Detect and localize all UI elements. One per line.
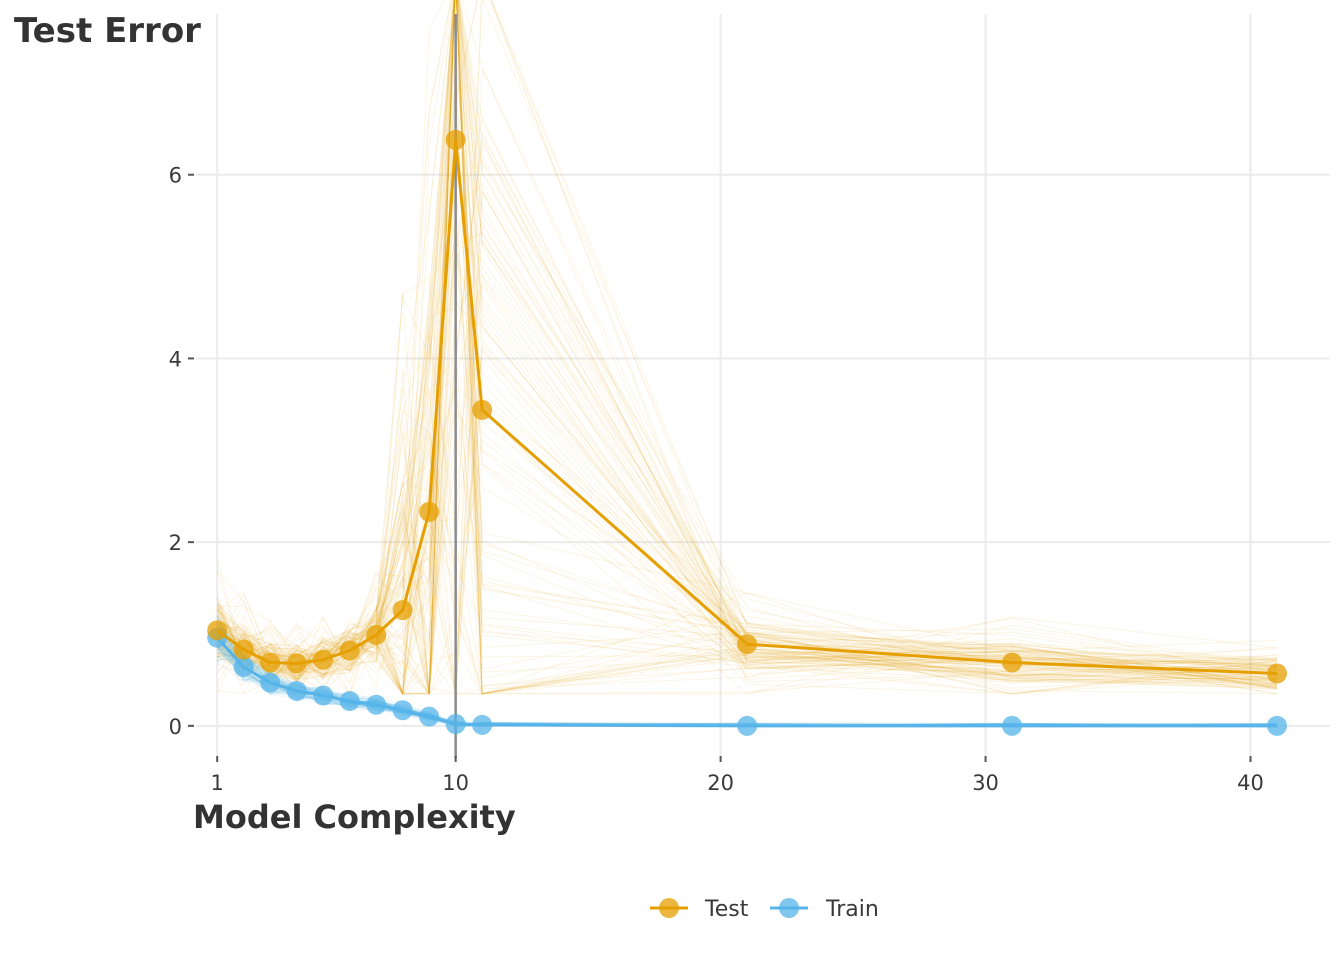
y-tick-label: 2 <box>169 531 182 555</box>
y-tick-label: 4 <box>169 347 182 371</box>
y-tick-label: 6 <box>169 164 182 188</box>
test-simulation-line <box>216 0 1278 683</box>
test-simulation-line <box>216 0 1278 679</box>
test-point <box>392 600 413 621</box>
test-simulation-line <box>217 190 1278 694</box>
x-tick-label: 40 <box>1237 771 1264 795</box>
x-tick-label: 1 <box>211 771 224 795</box>
train-point <box>445 714 466 735</box>
test-simulation-line <box>216 0 1278 695</box>
legend-test-marker <box>659 898 679 918</box>
train-point <box>419 706 440 727</box>
test-point <box>339 640 360 661</box>
test-simulation-line <box>216 137 1278 679</box>
train-point <box>286 680 307 701</box>
x-tick-label: 30 <box>972 771 999 795</box>
test-simulation-line <box>216 0 1278 686</box>
test-simulation-line <box>216 230 1278 677</box>
test-point <box>286 653 307 674</box>
test-simulation-line <box>216 233 1278 696</box>
test-point <box>445 129 466 150</box>
train-point <box>1267 715 1288 736</box>
y-axis-label: Test Error <box>14 11 201 51</box>
train-point <box>339 691 360 712</box>
test-simulation-line <box>216 68 1278 695</box>
test-point <box>1267 663 1288 684</box>
test-simulation-line <box>216 303 1278 695</box>
test-simulation-line <box>217 335 1278 679</box>
test-simulation-line <box>217 68 1278 696</box>
train-point <box>1002 715 1023 736</box>
test-simulation-line <box>216 0 1278 678</box>
test-simulation-line <box>216 0 1278 687</box>
train-point <box>366 694 387 715</box>
test-point <box>366 624 387 645</box>
test-point <box>419 501 440 522</box>
x-tick-label: 20 <box>707 771 734 795</box>
test-point <box>1002 652 1023 673</box>
test-simulation-line <box>216 0 1278 668</box>
test-simulation-line <box>216 283 1278 680</box>
test-simulation-line <box>216 0 1278 690</box>
test-simulation-line <box>216 0 1278 677</box>
train-point <box>737 715 758 736</box>
test-simulation-line <box>216 0 1278 680</box>
series-group <box>207 129 1288 736</box>
test-simulation-line <box>216 60 1278 695</box>
train-point <box>313 685 334 706</box>
test-simulation-line <box>217 266 1278 694</box>
test-point <box>472 399 493 420</box>
test-point <box>260 652 281 673</box>
test-simulation-line <box>216 352 1278 688</box>
test-simulation-line <box>216 132 1278 681</box>
test-simulation-line <box>216 54 1278 695</box>
x-tick-label: 10 <box>442 771 469 795</box>
test-simulation-line <box>216 0 1278 696</box>
test-point <box>207 620 228 641</box>
test-simulation-line <box>216 0 1278 695</box>
test-simulation-line <box>216 400 1278 695</box>
train-point <box>233 657 254 678</box>
legend-test-label: Test <box>704 897 749 922</box>
test-point <box>737 634 758 655</box>
test-simulation-line <box>217 0 1278 672</box>
legend-train-label: Train <box>825 897 879 922</box>
test-simulation-line <box>216 107 1278 679</box>
test-simulation-line <box>216 0 1278 682</box>
test-simulation-line <box>217 384 1278 696</box>
x-axis-label: Model Complexity <box>193 798 516 836</box>
test-simulation-line <box>216 0 1278 686</box>
test-simulation-line <box>216 0 1278 688</box>
test-simulation-line <box>216 380 1278 695</box>
test-simulation-line <box>216 342 1278 696</box>
test-simulation-line <box>216 0 1278 688</box>
legend: Test Train <box>650 897 879 922</box>
simulation-lines <box>216 0 1278 727</box>
test-simulation-line <box>217 0 1278 696</box>
test-simulation-line <box>216 0 1278 676</box>
axes: 1 10 20 30 40 0 2 4 6 <box>169 164 1264 795</box>
test-simulation-line <box>217 387 1278 696</box>
train-point <box>260 672 281 693</box>
test-simulation-line <box>217 437 1278 687</box>
test-point <box>233 639 254 660</box>
test-simulation-line <box>216 0 1278 695</box>
test-simulation-line <box>216 382 1278 695</box>
test-simulation-line <box>216 326 1278 696</box>
train-point <box>392 700 413 721</box>
y-tick-label: 0 <box>169 715 182 739</box>
train-point <box>472 714 493 735</box>
test-simulation-line <box>216 0 1278 683</box>
test-simulation-line <box>216 189 1278 696</box>
test-simulation-line <box>217 0 1278 679</box>
test-point <box>313 649 334 670</box>
test-simulation-line <box>216 0 1278 695</box>
test-simulation-line <box>216 116 1278 681</box>
legend-train-marker <box>779 898 799 918</box>
test-simulation-line <box>217 181 1278 679</box>
test-simulation-line <box>217 224 1278 695</box>
